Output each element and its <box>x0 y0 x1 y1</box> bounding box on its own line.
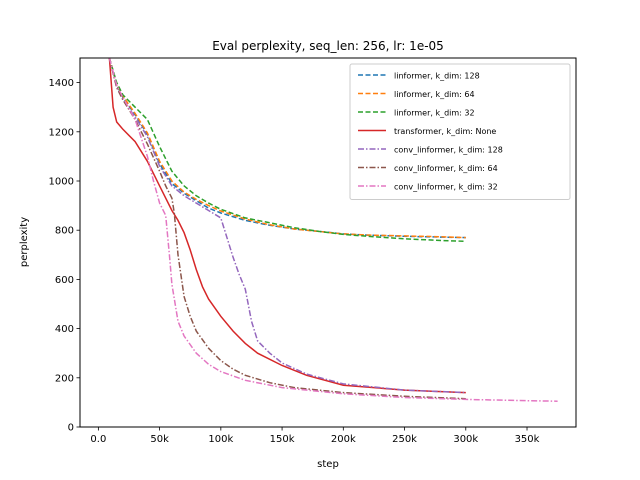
legend-label: transformer, k_dim: None <box>394 127 496 136</box>
x-axis: 0.0 50k 100k 150k 200k 250k 300k 350k <box>90 427 540 445</box>
x-tick-label: 50k <box>150 434 169 445</box>
plot-lines <box>108 58 558 402</box>
y-tick-label: 1000 <box>49 177 74 188</box>
x-tick-label: 350k <box>515 434 540 445</box>
series-line-4 <box>108 58 466 394</box>
plot-frame <box>79 57 577 428</box>
y-tick-label: 400 <box>55 324 74 335</box>
legend-label: linformer, k_dim: 64 <box>394 90 475 99</box>
x-axis-title: step <box>317 459 339 470</box>
x-tick-label: 100k <box>208 434 233 445</box>
legend-label: conv_linformer, k_dim: 128 <box>394 146 503 155</box>
series-line-6 <box>108 58 466 400</box>
y-tick-label: 1200 <box>49 127 74 138</box>
x-tick-label: 150k <box>270 434 295 445</box>
series-line-7 <box>108 58 558 402</box>
legend-label: linformer, k_dim: 32 <box>394 109 475 118</box>
y-tick-label: 800 <box>55 226 74 237</box>
chart-title: Eval perplexity, seq_len: 256, lr: 1e-05 <box>212 39 444 53</box>
x-tick-label: 300k <box>453 434 478 445</box>
legend-label: conv_linformer, k_dim: 32 <box>394 183 498 192</box>
y-tick-label: 0 <box>68 423 74 434</box>
legend-box <box>349 63 571 200</box>
x-tick-label: 0.0 <box>90 434 106 445</box>
y-axis-title: perplexity <box>19 217 30 267</box>
series-line-5 <box>108 58 466 394</box>
y-tick-label: 1400 <box>49 78 74 89</box>
y-tick-label: 200 <box>55 373 74 384</box>
legend: linformer, k_dim: 128 linformer, k_dim: 6… <box>349 63 571 200</box>
series-line-2 <box>108 58 466 239</box>
y-axis: 0 200 400 600 800 1000 1200 1400 <box>49 78 80 434</box>
x-tick-label: 200k <box>331 434 356 445</box>
series-line-1 <box>108 58 466 239</box>
series-line-3 <box>108 58 466 243</box>
x-tick-label: 250k <box>392 434 417 445</box>
legend-label: conv_linformer, k_dim: 64 <box>394 164 498 173</box>
legend-label: linformer, k_dim: 128 <box>394 72 480 81</box>
y-tick-label: 600 <box>55 275 74 286</box>
